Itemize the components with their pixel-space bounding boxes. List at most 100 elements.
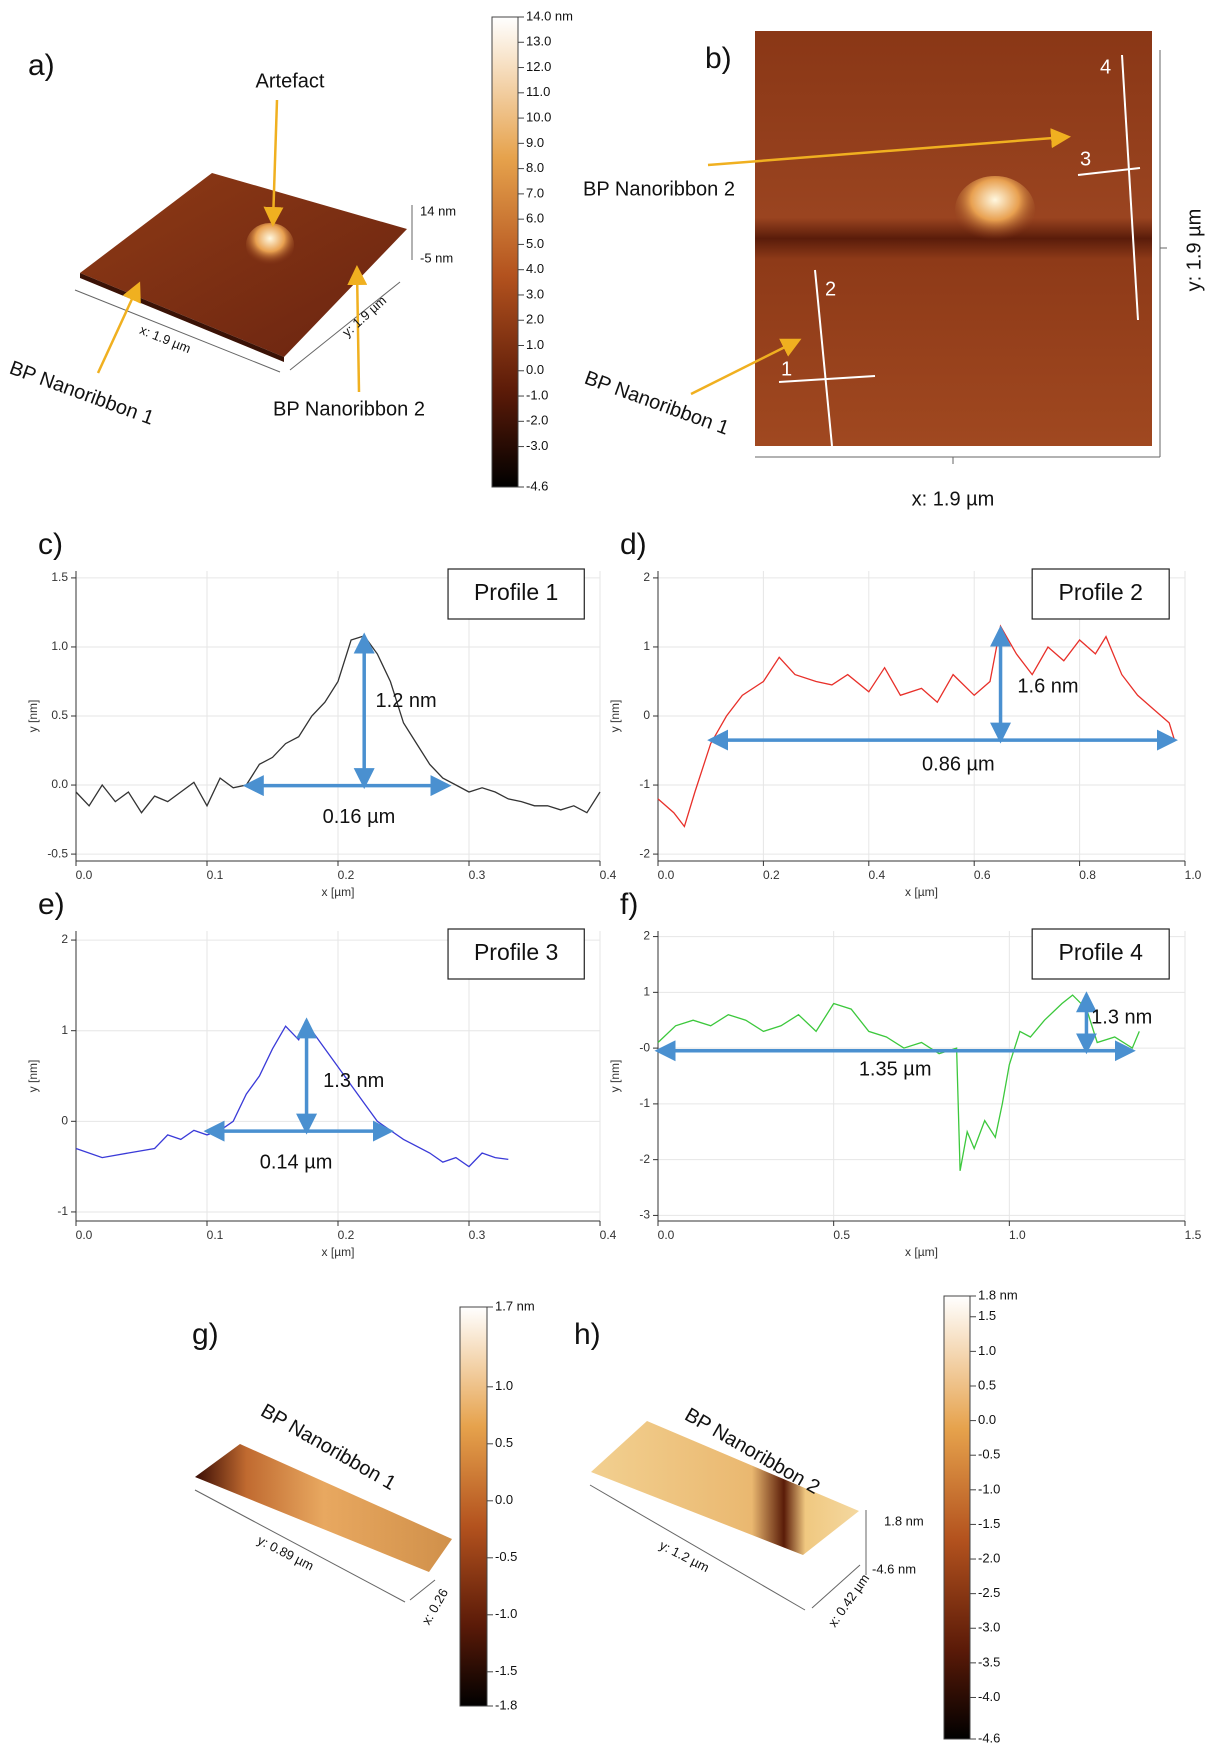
measure-label: 0.16 µm bbox=[323, 806, 396, 828]
profile-line bbox=[778, 375, 876, 383]
axis-label: y: 1.2 µm bbox=[657, 1537, 712, 1575]
colorbar-tick-label: 1.0 bbox=[495, 1378, 513, 1393]
colorbar-tick-label: -2.0 bbox=[526, 413, 548, 428]
chart-title: Profile 4 bbox=[1058, 939, 1143, 965]
axis-label: x: 0.42 µm bbox=[825, 1571, 872, 1630]
axis bbox=[409, 1579, 436, 1601]
measure-label: 1.6 nm bbox=[1017, 675, 1078, 697]
y-tick-label: -2 bbox=[639, 1152, 650, 1166]
measure-label: 0.14 µm bbox=[260, 1151, 333, 1173]
colorbar-tick-label: 0.0 bbox=[526, 362, 544, 377]
arrow bbox=[347, 265, 368, 393]
y-tick-label: 0 bbox=[643, 708, 650, 722]
axis bbox=[74, 289, 281, 373]
y-tick-label: 2 bbox=[643, 570, 650, 584]
colorbar-tick-label: 6.0 bbox=[526, 211, 544, 226]
colorbar-tick-label: -3.0 bbox=[526, 438, 548, 453]
axis-label: x: 0.26 bbox=[419, 1586, 452, 1627]
x-tick-label: 0.4 bbox=[600, 868, 617, 882]
measure-label: 0.86 µm bbox=[922, 754, 995, 776]
profile-box bbox=[1031, 928, 1170, 980]
profile-line bbox=[657, 624, 1176, 828]
axis-label: y: 1.9 µm bbox=[339, 293, 389, 340]
y-tick-label: -1 bbox=[639, 1096, 650, 1110]
axis-label: y: 1.9 µm bbox=[1183, 209, 1205, 292]
panel-label: e) bbox=[38, 888, 65, 921]
y-axis-label: y [nm] bbox=[608, 1060, 622, 1093]
axis-label: -5 nm bbox=[420, 250, 453, 265]
panel-label: d) bbox=[620, 528, 647, 561]
x-tick-label: 1.5 bbox=[1185, 1228, 1202, 1242]
y-tick-label: -1 bbox=[57, 1204, 68, 1218]
surface bbox=[591, 1421, 859, 1555]
y-tick-label: 0 bbox=[61, 1113, 68, 1127]
colorbar-tick-label: 3.0 bbox=[526, 286, 544, 301]
annotation: Artefact bbox=[256, 70, 325, 92]
measure-label: 1.3 nm bbox=[1091, 1006, 1152, 1028]
x-axis-label: x [µm] bbox=[905, 1245, 938, 1259]
y-tick-label: -1 bbox=[639, 777, 650, 791]
profile-number: 2 bbox=[825, 278, 836, 300]
colorbar-tick-label: 9.0 bbox=[526, 135, 544, 150]
colorbar bbox=[459, 1306, 488, 1707]
x-tick-label: 1.0 bbox=[1009, 1228, 1026, 1242]
colorbar-tick-label: -2.0 bbox=[978, 1550, 1000, 1565]
y-tick-label: -0.5 bbox=[47, 846, 68, 860]
panel-label: a) bbox=[28, 49, 55, 82]
profile-number: 3 bbox=[1080, 148, 1091, 170]
annotation: BP Nanoribbon 2 bbox=[273, 398, 425, 420]
measure-label: 1.35 µm bbox=[859, 1058, 932, 1080]
x-tick-label: 0.2 bbox=[338, 1228, 355, 1242]
x-axis-label: x [µm] bbox=[322, 885, 355, 899]
x-tick-label: 0.5 bbox=[833, 1228, 850, 1242]
axis bbox=[289, 281, 401, 371]
colorbar-tick-label: 1.0 bbox=[978, 1343, 996, 1358]
colorbar-tick-label: 14.0 nm bbox=[526, 8, 573, 23]
x-tick-label: 0.2 bbox=[763, 868, 780, 882]
y-tick-label: 1 bbox=[643, 639, 650, 653]
colorbar-tick-label: -4.6 bbox=[978, 1730, 1000, 1745]
profile-line bbox=[657, 994, 1140, 1171]
chart-title: Profile 1 bbox=[474, 579, 558, 605]
colorbar-tick-label: 0.5 bbox=[978, 1377, 996, 1392]
profile-box bbox=[447, 928, 585, 980]
profile-lines bbox=[778, 54, 1141, 447]
colorbar-tick-label: 2.0 bbox=[526, 312, 544, 327]
colorbar-tick-label: -0.5 bbox=[495, 1549, 517, 1564]
axis-label: x: 1.9 µm bbox=[138, 322, 193, 356]
y-tick-label: -0 bbox=[639, 1040, 650, 1054]
colorbar bbox=[943, 1295, 971, 1740]
colorbar bbox=[491, 16, 519, 488]
x-tick-label: 0.1 bbox=[207, 1228, 224, 1242]
measure-label: 1.2 nm bbox=[376, 690, 437, 712]
surface bbox=[195, 1444, 452, 1572]
colorbar-tick-label: 10.0 bbox=[526, 110, 551, 125]
annotation: BP Nanoribbon 2 bbox=[583, 178, 735, 200]
profile-line bbox=[75, 1020, 509, 1168]
colorbar-tick-label: 11.0 bbox=[526, 84, 550, 99]
colorbar-tick-label: -3.5 bbox=[978, 1654, 1000, 1669]
colorbar-tick-label: -1.0 bbox=[526, 387, 548, 402]
profile-line bbox=[1121, 54, 1139, 321]
x-tick-label: 0.8 bbox=[1079, 868, 1096, 882]
x-tick-label: 0.3 bbox=[469, 1228, 486, 1242]
colorbar-tick-label: 12.0 bbox=[526, 59, 551, 74]
colorbar-tick-label: 1.5 bbox=[978, 1308, 996, 1323]
colorbar-tick-label: -1.5 bbox=[978, 1516, 1000, 1531]
annotation: BP Nanoribbon 1 bbox=[581, 367, 731, 440]
y-tick-label: 1 bbox=[61, 1023, 68, 1037]
colorbar-tick-label: 13.0 bbox=[526, 34, 551, 49]
x-tick-label: 0.0 bbox=[658, 868, 675, 882]
axis bbox=[811, 1564, 861, 1609]
colorbar-tick-label: 7.0 bbox=[526, 185, 544, 200]
profile-number: 1 bbox=[781, 358, 792, 380]
y-tick-label: 0.0 bbox=[51, 777, 68, 791]
profile-number: 4 bbox=[1100, 56, 1111, 78]
y-tick-label: 2 bbox=[643, 929, 650, 943]
colorbar-tick-label: 1.8 nm bbox=[978, 1287, 1018, 1302]
measure-label: 1.3 nm bbox=[323, 1070, 384, 1092]
colorbar-tick-label: 0.0 bbox=[978, 1412, 996, 1427]
axis-label: -4.6 nm bbox=[872, 1561, 916, 1576]
